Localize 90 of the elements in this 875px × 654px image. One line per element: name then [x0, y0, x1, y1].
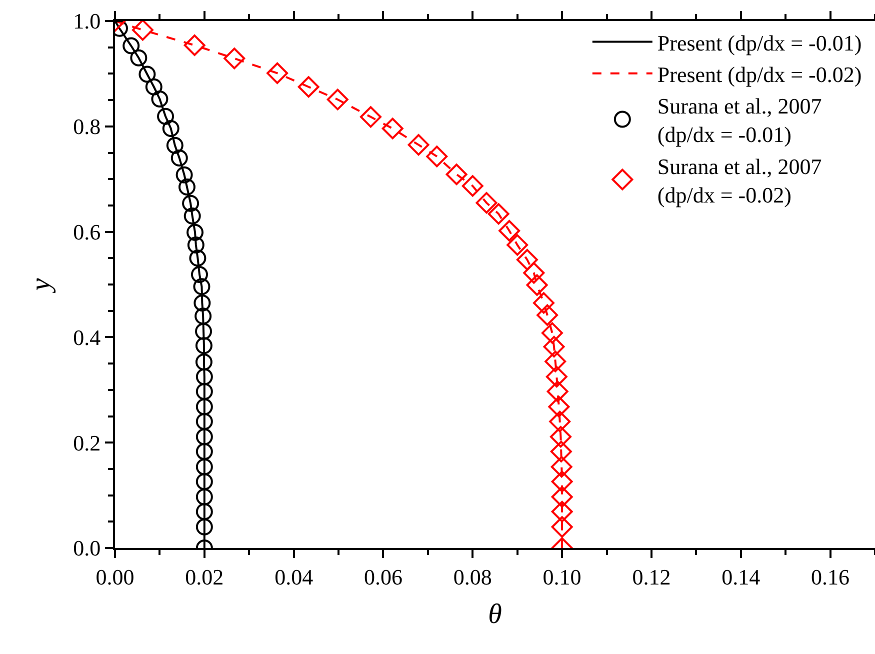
point	[298, 76, 320, 98]
point	[122, 37, 140, 54]
point	[151, 90, 168, 108]
legend-label: Surana et al., 2007 (dp/dx = -0.02)	[657, 154, 822, 208]
x-tick-label: 0.06	[364, 564, 402, 590]
point	[196, 488, 213, 506]
point	[551, 500, 573, 522]
y-tick-label: 0.8	[73, 114, 101, 140]
point	[196, 473, 213, 490]
y-axis-title: y	[25, 278, 56, 294]
y-tick-label: 0.0	[73, 536, 101, 561]
point	[195, 337, 212, 354]
x-tick-label: 0.02	[185, 564, 224, 590]
point	[549, 410, 571, 432]
x-tick-label: 0.16	[811, 564, 850, 590]
legend-label: Present (dp/dx = -0.02)	[657, 62, 862, 87]
point	[130, 49, 148, 66]
point	[196, 382, 213, 400]
point	[550, 440, 572, 462]
point	[178, 178, 196, 196]
point	[550, 426, 572, 448]
legend-label: Present (dp/dx = -0.01)	[657, 30, 862, 56]
point	[196, 428, 213, 446]
point	[224, 48, 246, 70]
point	[536, 304, 558, 326]
point	[194, 294, 211, 312]
x-axis-title: θ	[488, 599, 502, 630]
point	[182, 194, 200, 212]
point	[526, 274, 548, 296]
y-tick-label: 0.2	[73, 430, 101, 456]
point	[266, 62, 288, 84]
point	[408, 134, 430, 156]
point	[546, 380, 568, 402]
x-tick-label: 0.04	[274, 564, 314, 590]
point	[186, 224, 204, 241]
point	[551, 486, 573, 508]
point	[546, 366, 568, 388]
point	[360, 106, 382, 128]
point	[132, 21, 154, 41]
y-tick-label: 0.6	[73, 220, 101, 244]
x-tick-label: 0.08	[453, 564, 492, 590]
x-tick-label: 0.10	[542, 564, 582, 590]
point	[138, 66, 156, 83]
point	[544, 350, 566, 372]
point	[551, 470, 573, 492]
y-tick-label: 0.4	[73, 324, 101, 350]
point	[523, 262, 545, 284]
point	[506, 234, 528, 256]
point	[196, 413, 213, 430]
point	[190, 266, 208, 283]
point	[550, 456, 572, 478]
legend-label: Surana et al., 2007 (dp/dx = -0.01)	[657, 94, 822, 148]
point	[532, 292, 554, 314]
point	[488, 203, 510, 225]
point	[162, 120, 180, 138]
point	[498, 220, 520, 242]
point	[476, 192, 498, 214]
point	[196, 458, 213, 476]
point	[196, 518, 213, 536]
point	[184, 34, 206, 56]
x-tick-label: 0.14	[722, 564, 760, 590]
point	[189, 250, 206, 267]
point	[326, 88, 348, 110]
point	[543, 336, 565, 358]
point	[194, 308, 212, 325]
x-tick-label: 0.00	[96, 564, 134, 590]
point	[145, 78, 162, 96]
point	[462, 175, 484, 197]
point	[170, 150, 188, 167]
point	[195, 322, 212, 340]
point	[196, 398, 213, 416]
point	[426, 146, 448, 168]
point	[196, 503, 213, 520]
point	[516, 248, 538, 270]
point	[382, 118, 404, 140]
y-tick-label: 1.0	[73, 8, 101, 34]
point	[176, 166, 193, 184]
point	[548, 396, 570, 418]
point	[541, 322, 563, 344]
point	[446, 164, 468, 186]
point	[196, 443, 213, 460]
point	[195, 353, 212, 370]
point	[187, 236, 204, 254]
point	[551, 516, 573, 538]
point	[193, 278, 210, 296]
point	[157, 108, 174, 125]
point	[166, 136, 184, 154]
x-tick-label: 0.12	[632, 564, 671, 590]
point	[196, 368, 213, 386]
point	[184, 207, 201, 224]
